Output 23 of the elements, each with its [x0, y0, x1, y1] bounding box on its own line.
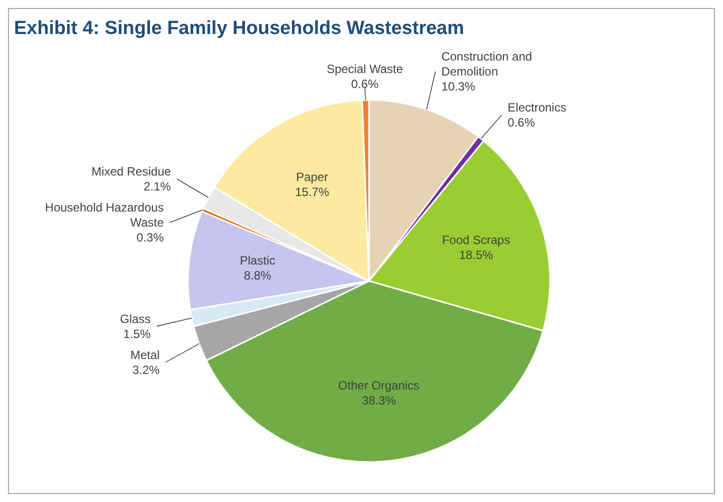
data-label: 18.5% — [459, 248, 494, 262]
chart-title: Exhibit 4: Single Family Households Wastestream — [14, 18, 464, 39]
slice-label: Metal — [130, 348, 160, 362]
data-label: 0.3% — [136, 230, 164, 245]
slice-label: Paper — [296, 170, 328, 184]
slice-label: Electronics — [508, 100, 566, 115]
data-label: 8.8% — [244, 268, 272, 282]
slice-label: Construction and Demolition — [441, 50, 532, 79]
data-label: 10.3% — [441, 80, 476, 94]
slice-label: Food Scraps — [442, 233, 510, 248]
data-label: 1.5% — [123, 326, 151, 341]
slice-label: Household Hazardous Waste — [45, 200, 164, 230]
slice-label: Glass — [120, 312, 151, 326]
data-label: 0.6% — [508, 116, 536, 130]
slice-label: Special Waste — [326, 62, 404, 76]
slice-label: Plastic — [240, 253, 276, 268]
data-label: 0.6% — [351, 77, 379, 92]
data-label: 2.1% — [144, 180, 172, 194]
data-label: 38.3% — [362, 393, 396, 408]
data-label: 3.2% — [132, 362, 160, 377]
slice-label: Other Organics — [338, 378, 420, 392]
slice-label: Mixed Residue — [92, 164, 172, 179]
data-label: 15.7% — [295, 184, 330, 199]
